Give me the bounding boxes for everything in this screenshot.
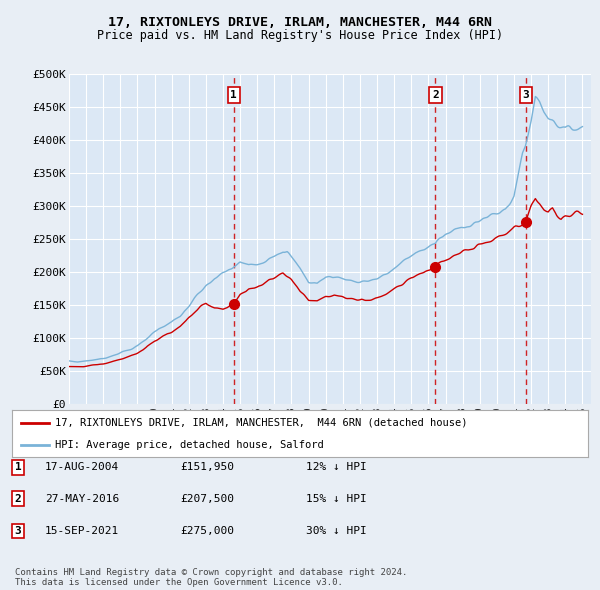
Text: Price paid vs. HM Land Registry's House Price Index (HPI): Price paid vs. HM Land Registry's House … (97, 29, 503, 42)
Text: 2: 2 (432, 90, 439, 100)
Text: 30% ↓ HPI: 30% ↓ HPI (306, 526, 367, 536)
Text: Contains HM Land Registry data © Crown copyright and database right 2024.
This d: Contains HM Land Registry data © Crown c… (15, 568, 407, 587)
Text: £207,500: £207,500 (180, 494, 234, 503)
Text: 3: 3 (14, 526, 22, 536)
Text: 1: 1 (230, 90, 237, 100)
Text: £275,000: £275,000 (180, 526, 234, 536)
Text: 12% ↓ HPI: 12% ↓ HPI (306, 463, 367, 472)
Text: 2: 2 (14, 494, 22, 503)
Text: 3: 3 (523, 90, 530, 100)
Text: 1: 1 (14, 463, 22, 472)
Text: 17, RIXTONLEYS DRIVE, IRLAM, MANCHESTER, M44 6RN: 17, RIXTONLEYS DRIVE, IRLAM, MANCHESTER,… (108, 16, 492, 29)
Text: 27-MAY-2016: 27-MAY-2016 (45, 494, 119, 503)
Text: 15-SEP-2021: 15-SEP-2021 (45, 526, 119, 536)
Text: 17, RIXTONLEYS DRIVE, IRLAM, MANCHESTER,  M44 6RN (detached house): 17, RIXTONLEYS DRIVE, IRLAM, MANCHESTER,… (55, 418, 468, 428)
Text: HPI: Average price, detached house, Salford: HPI: Average price, detached house, Salf… (55, 440, 324, 450)
Text: 15% ↓ HPI: 15% ↓ HPI (306, 494, 367, 503)
Text: 17-AUG-2004: 17-AUG-2004 (45, 463, 119, 472)
Text: £151,950: £151,950 (180, 463, 234, 472)
